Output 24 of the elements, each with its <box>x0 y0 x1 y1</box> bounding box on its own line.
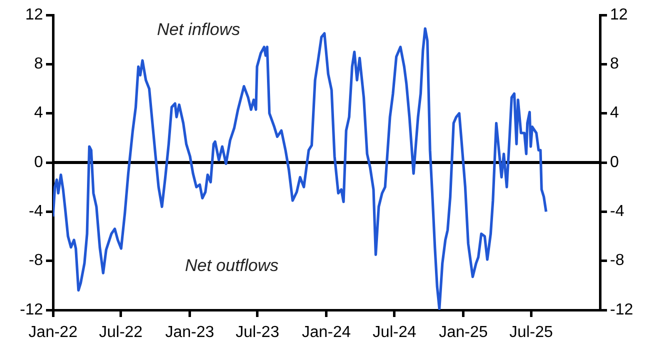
y-tick-label: 8 <box>34 56 44 73</box>
y2-tick-label: 0 <box>610 154 619 171</box>
x-tick-label: Jan-25 <box>438 324 488 342</box>
y2-tick-label: 4 <box>610 104 619 122</box>
annotation: Net inflows <box>157 20 240 40</box>
x-tick-label: Jul-25 <box>509 324 553 342</box>
y-tick-label: 0 <box>34 154 44 171</box>
annotation: Net outflows <box>185 256 279 276</box>
x-tick-label: Jul-23 <box>236 324 280 342</box>
y-tick-label: 4 <box>34 104 44 122</box>
y-tick-label: -4 <box>28 203 44 220</box>
y-tick-label: -8 <box>28 252 44 270</box>
x-tick-label: Jan-23 <box>165 324 214 342</box>
y2-tick-label: -8 <box>610 252 624 270</box>
x-tick-label: Jan-22 <box>28 324 78 342</box>
x-tick-label: Jul-24 <box>372 324 416 342</box>
y2-tick-label: -4 <box>610 203 624 220</box>
x-tick-label: Jul-22 <box>98 324 143 342</box>
y2-tick-label: 12 <box>610 6 628 24</box>
y2-tick-label: 8 <box>610 56 619 73</box>
y-tick-label: 12 <box>25 6 44 24</box>
y2-tick-label: -12 <box>610 301 634 318</box>
y-tick-label: -12 <box>20 301 44 318</box>
x-tick-label: Jan-24 <box>302 324 351 342</box>
